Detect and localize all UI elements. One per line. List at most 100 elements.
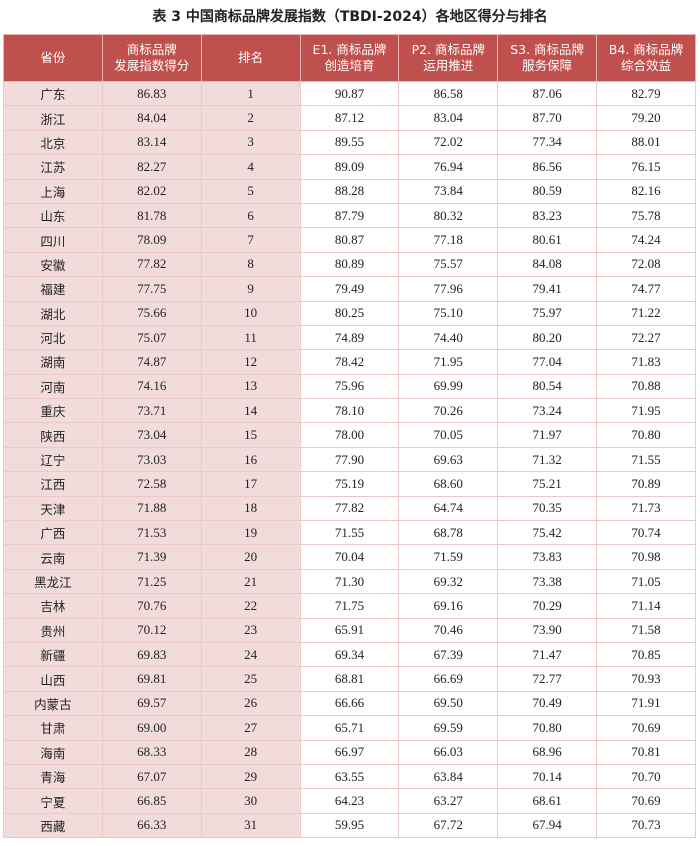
- table-header: 省份 商标品牌 发展指数得分 排名 E1. 商标品牌 创造培育 P2. 商标品牌 运用推进 S3…: [3, 34, 696, 82]
- table-cell: 四川: [3, 227, 103, 253]
- table-cell: 75.10: [398, 300, 499, 326]
- table-cell: 86.56: [497, 154, 598, 180]
- header-line: 创造培育: [324, 58, 375, 73]
- table-cell: 71.97: [497, 422, 598, 448]
- table-cell: 29: [200, 763, 301, 790]
- table-cell: 65.91: [299, 617, 400, 643]
- table-cell: 65.71: [299, 715, 400, 741]
- header-line: E1. 商标品牌: [312, 42, 387, 57]
- table-cell: 78.42: [299, 349, 400, 375]
- table-cell: 宁夏: [3, 788, 103, 814]
- table-cell: 5: [200, 178, 301, 204]
- table-cell: 71.14: [596, 593, 696, 619]
- table-cell: 70.80: [596, 422, 696, 448]
- table-row: 山西 69.81 25 68.81 66.69 72.77 70.93: [3, 666, 696, 692]
- table-cell: 重庆: [3, 398, 103, 424]
- table-cell: 75.07: [101, 324, 202, 351]
- table-cell: 70.85: [596, 641, 696, 668]
- table-cell: 71.22: [596, 300, 696, 326]
- table-cell: 63.55: [299, 763, 400, 790]
- table-cell: 83.23: [497, 202, 598, 229]
- table-cell: 69.59: [398, 715, 499, 741]
- table-cell: 30: [200, 788, 301, 814]
- table-row: 青海 67.07 29 63.55 63.84 70.14 70.70: [3, 763, 696, 790]
- table-cell: 71.59: [398, 544, 499, 570]
- table-cell: 74.77: [596, 276, 696, 302]
- column-header: 排名: [200, 34, 301, 82]
- column-header: S3. 商标品牌 服务保障: [497, 34, 598, 82]
- table-cell: 西藏: [3, 812, 103, 839]
- table-cell: 76.15: [596, 154, 696, 180]
- table-cell: 河北: [3, 324, 103, 351]
- table-cell: 74.16: [101, 373, 202, 400]
- table-cell: 75.42: [497, 520, 598, 546]
- table-cell: 79.49: [299, 276, 400, 302]
- table-cell: 72.58: [101, 471, 202, 497]
- table-cell: 70.49: [497, 690, 598, 717]
- table-cell: 74.89: [299, 324, 400, 351]
- table-row: 山东 81.78 6 87.79 80.32 83.23 75.78: [3, 202, 696, 229]
- table-cell: 广东: [3, 80, 103, 107]
- table-row: 陕西 73.04 15 78.00 70.05 71.97 70.80: [3, 422, 696, 448]
- table-cell: 89.09: [299, 154, 400, 180]
- table-cell: 78.00: [299, 422, 400, 448]
- table-cell: 76.94: [398, 154, 499, 180]
- score-table: 省份 商标品牌 发展指数得分 排名 E1. 商标品牌 创造培育 P2. 商标品牌 运用推进 S3…: [3, 34, 696, 839]
- table-row: 云南 71.39 20 70.04 71.59 73.83 70.98: [3, 544, 696, 570]
- table-cell: 25: [200, 666, 301, 692]
- table-cell: 78.10: [299, 398, 400, 424]
- table-cell: 山东: [3, 202, 103, 229]
- table-cell: 陕西: [3, 422, 103, 448]
- table-cell: 77.82: [101, 251, 202, 278]
- table-cell: 69.34: [299, 641, 400, 668]
- table-cell: 72.27: [596, 324, 696, 351]
- table-cell: 90.87: [299, 80, 400, 107]
- table-cell: 甘肃: [3, 715, 103, 741]
- table-cell: 75.21: [497, 471, 598, 497]
- table-cell: 71.55: [299, 520, 400, 546]
- table-cell: 87.12: [299, 105, 400, 131]
- table-cell: 28: [200, 739, 301, 765]
- table-cell: 70.98: [596, 544, 696, 570]
- table-row: 四川 78.09 7 80.87 77.18 80.61 74.24: [3, 227, 696, 253]
- table-cell: 75.19: [299, 471, 400, 497]
- table-cell: 69.00: [101, 715, 202, 741]
- header-line: S3. 商标品牌: [510, 42, 585, 57]
- table-row: 河南 74.16 13 75.96 69.99 80.54 70.88: [3, 373, 696, 400]
- table-cell: 66.69: [398, 666, 499, 692]
- table-cell: 82.02: [101, 178, 202, 204]
- table-cell: 75.57: [398, 251, 499, 278]
- table-cell: 69.57: [101, 690, 202, 717]
- table-cell: 8: [200, 251, 301, 278]
- table-cell: 75.96: [299, 373, 400, 400]
- table-cell: 江苏: [3, 154, 103, 180]
- table-cell: 80.61: [497, 227, 598, 253]
- table-cell: 80.87: [299, 227, 400, 253]
- table-cell: 79.41: [497, 276, 598, 302]
- table-cell: 73.04: [101, 422, 202, 448]
- table-cell: 70.76: [101, 593, 202, 619]
- table-cell: 70.70: [596, 763, 696, 790]
- table-row: 海南 68.33 28 66.97 66.03 68.96 70.81: [3, 739, 696, 765]
- header-line: 排名: [238, 50, 264, 65]
- table-cell: 11: [200, 324, 301, 351]
- table-cell: 68.96: [497, 739, 598, 765]
- table-cell: 71.47: [497, 641, 598, 668]
- table-cell: 64.74: [398, 495, 499, 522]
- table-cell: 70.46: [398, 617, 499, 643]
- table-cell: 67.07: [101, 763, 202, 790]
- table-cell: 77.96: [398, 276, 499, 302]
- table-cell: 69.99: [398, 373, 499, 400]
- table-cell: 71.75: [299, 593, 400, 619]
- header-line: P2. 商标品牌: [411, 42, 486, 57]
- table-cell: 71.53: [101, 520, 202, 546]
- table-cell: 70.69: [596, 788, 696, 814]
- table-cell: 80.59: [497, 178, 598, 204]
- table-cell: 80.89: [299, 251, 400, 278]
- table-cell: 73.83: [497, 544, 598, 570]
- table-cell: 86.58: [398, 80, 499, 107]
- table-cell: 83.14: [101, 129, 202, 156]
- table-cell: 70.05: [398, 422, 499, 448]
- table-cell: 80.25: [299, 300, 400, 326]
- table-cell: 66.66: [299, 690, 400, 717]
